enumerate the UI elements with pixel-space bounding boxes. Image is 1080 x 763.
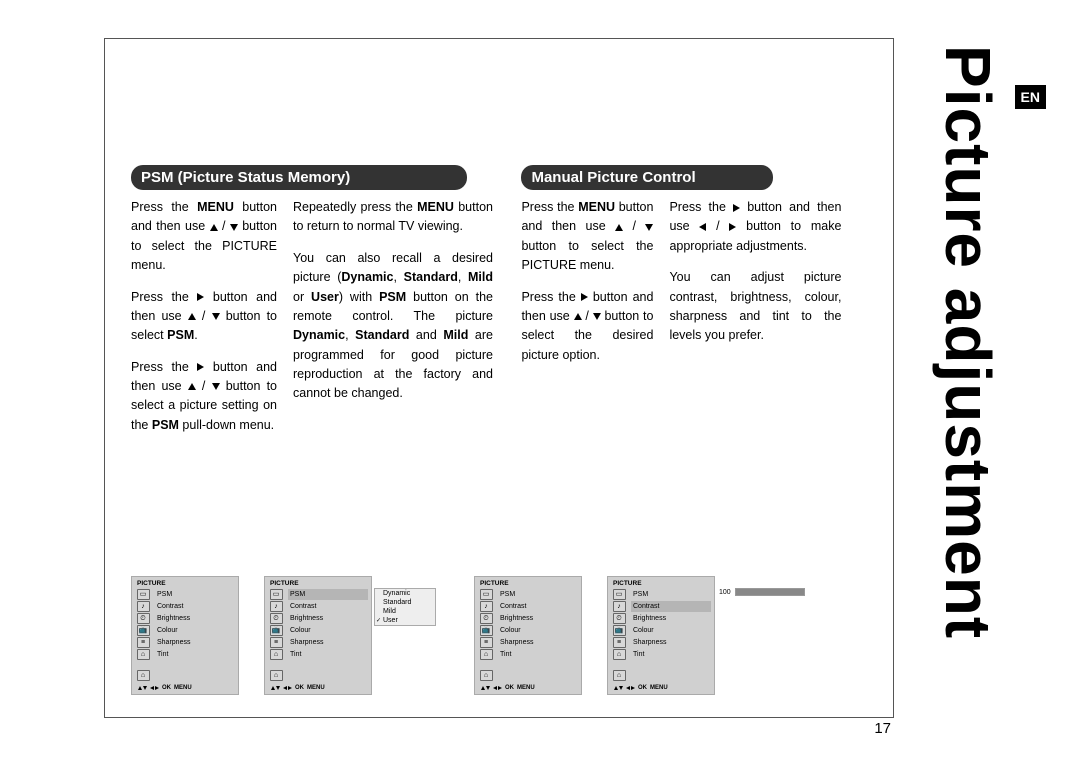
- text: and: [409, 328, 443, 342]
- psm-col1: Press the MENU button and then use / but…: [131, 198, 277, 447]
- text: /: [582, 309, 593, 323]
- text: ,: [345, 328, 355, 342]
- text: ,: [458, 270, 468, 284]
- osd-menu-2: PICTURE▭♪⏲📺≡⌂⌂PSMContrastBrightnessColou…: [264, 576, 372, 695]
- up-icon: [574, 313, 582, 320]
- osd-group-right: PICTURE▭♪⏲📺≡⌂⌂PSMContrastBrightnessColou…: [474, 576, 715, 695]
- up-icon: [188, 383, 196, 390]
- text: ,: [393, 270, 403, 284]
- text: Press the: [669, 200, 733, 214]
- text-bold: MENU: [197, 200, 234, 214]
- down-icon: [230, 224, 238, 231]
- osd-menu-4: PICTURE▭♪⏲📺≡⌂⌂PSMContrastBrightnessColou…: [607, 576, 715, 695]
- psm-col2: Repeatedly press the MENU button to retu…: [293, 198, 493, 447]
- manual-col1: Press the MENU button and then use / but…: [521, 198, 653, 377]
- text-bold: User: [311, 290, 339, 304]
- up-icon: [188, 313, 196, 320]
- osd-group-left: PICTURE▭♪⏲📺≡⌂⌂PSMContrastBrightnessColou…: [131, 576, 372, 695]
- text: /: [706, 219, 729, 233]
- down-icon: [212, 383, 220, 390]
- text-bold: PSM: [379, 290, 406, 304]
- text: Press the: [521, 290, 580, 304]
- right-icon: [581, 293, 588, 301]
- text: button to select the PICTURE menu.: [521, 239, 653, 272]
- text: Press the: [131, 200, 197, 214]
- text: /: [218, 219, 230, 233]
- up-icon: [615, 224, 623, 231]
- psm-heading: PSM (Picture Status Memory): [131, 165, 467, 190]
- text-bold: Standard: [355, 328, 409, 342]
- text: /: [623, 219, 645, 233]
- manual-col2: Press the button and then use / button t…: [669, 198, 841, 377]
- section-psm: PSM (Picture Status Memory) Press the ME…: [131, 165, 493, 447]
- text-bold: PSM: [152, 418, 179, 432]
- text: ) with: [339, 290, 379, 304]
- text: or: [293, 290, 311, 304]
- text-bold: MENU: [417, 200, 454, 214]
- manual-heading: Manual Picture Control: [521, 165, 773, 190]
- down-icon: [212, 313, 220, 320]
- text: /: [196, 309, 212, 323]
- text-bold: Mild: [443, 328, 468, 342]
- text-bold: MENU: [578, 200, 615, 214]
- down-icon: [645, 224, 653, 231]
- text-bold: Dynamic: [293, 328, 345, 342]
- text: Press the: [131, 360, 197, 374]
- text: You can adjust picture contrast, brightn…: [669, 268, 841, 346]
- osd-menu-3: PICTURE▭♪⏲📺≡⌂⌂PSMContrastBrightnessColou…: [474, 576, 582, 695]
- down-icon: [593, 313, 601, 320]
- text: /: [196, 379, 212, 393]
- content-region: PSM (Picture Status Memory) Press the ME…: [131, 165, 877, 447]
- page-frame: 17 PSM (Picture Status Memory) Press the…: [104, 38, 894, 718]
- osd-row: PICTURE▭♪⏲📺≡⌂⌂PSMContrastBrightnessColou…: [131, 576, 715, 695]
- text-bold: Mild: [468, 270, 493, 284]
- side-title: Picture adjustment: [936, 45, 1000, 639]
- text: pull-down menu.: [179, 418, 274, 432]
- language-badge: EN: [1015, 85, 1046, 109]
- text-bold: Dynamic: [341, 270, 393, 284]
- text: Press the: [521, 200, 578, 214]
- page-number: 17: [874, 720, 891, 737]
- osd-menu-1: PICTURE▭♪⏲📺≡⌂⌂PSMContrastBrightnessColou…: [131, 576, 239, 695]
- text: .: [194, 328, 197, 342]
- text-bold: Standard: [404, 270, 458, 284]
- section-manual: Manual Picture Control Press the MENU bu…: [521, 165, 867, 377]
- text-bold: PSM: [167, 328, 194, 342]
- up-icon: [210, 224, 218, 231]
- text: Press the: [131, 290, 197, 304]
- text: Repeatedly press the: [293, 200, 417, 214]
